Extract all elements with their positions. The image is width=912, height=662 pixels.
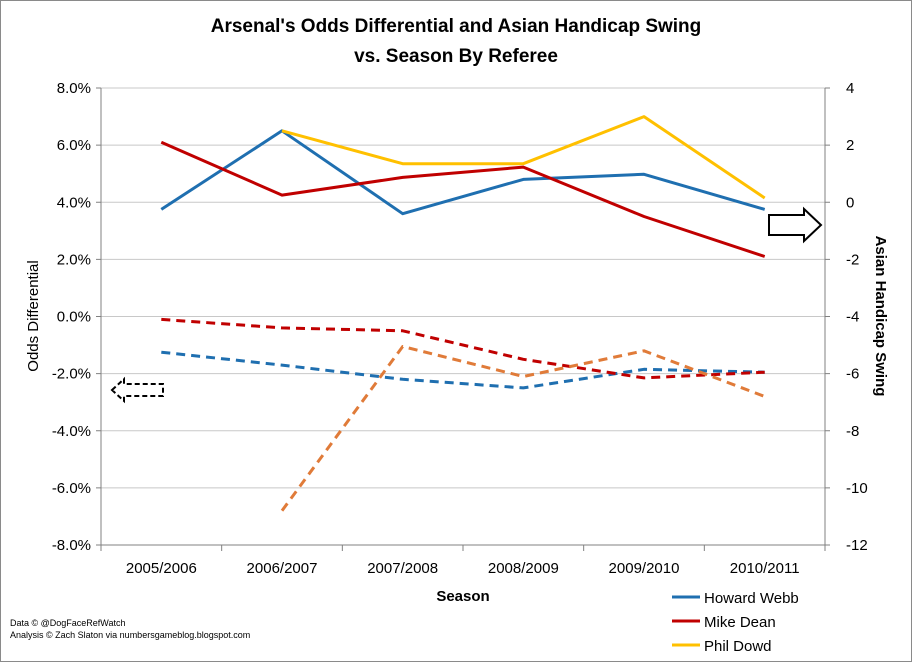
left-tick-label: 4.0% [57,194,91,211]
right-tick-label: -8 [846,423,859,440]
right-tick-label: -6 [846,366,859,383]
legend-label-phil-dowd: Phil Dowd [704,638,772,655]
x-tick-label: 2007/2008 [367,560,438,577]
series-line-3 [161,350,765,390]
series-line-0 [160,129,766,216]
left-tick-label: 0.0% [57,309,91,326]
series-line-4 [161,317,765,380]
legend-label-howard-webb: Howard Webb [704,590,799,607]
x-tick-label: 2009/2010 [609,560,680,577]
series-line-5 [280,345,766,512]
left-axis-label: Odds Differential [25,260,42,371]
series-line-2 [281,115,766,200]
x-tick-label: 2008/2009 [488,560,559,577]
chart-title: Arsenal's Odds Differential and Asian Ha… [211,16,702,37]
left-tick-label: 6.0% [57,137,91,154]
series-lines [160,115,766,512]
axes: 8.0% 6.0% 4.0% 2.0% 0.0% -2.0% -4.0% -6.0% -8.0%… [52,80,868,577]
credit-data: Data © @DogFaceRefWatch [10,618,125,628]
legend-label-mike-dean: Mike Dean [704,614,776,631]
right-axis-arrow-icon [768,206,823,244]
right-tick-label: -12 [846,537,868,554]
chart-subtitle: vs. Season By Referee [354,46,558,67]
x-tick-label: 2010/2011 [730,560,800,577]
right-tick-label: -10 [846,480,868,497]
x-tick-label: 2005/2006 [126,560,197,577]
left-tick-label: -2.0% [52,366,91,383]
right-tick-label: -4 [846,309,859,326]
left-axis-arrow-icon [110,376,164,404]
credit-analysis: Analysis © Zach Slaton via numbersgamebl… [10,630,250,640]
series-line-1 [160,140,766,258]
legend: Howard Webb Mike Dean Phil Dowd [672,590,799,655]
left-tick-label: -8.0% [52,537,91,554]
left-tick-label: 2.0% [57,251,91,268]
right-tick-label: -2 [846,251,859,268]
right-tick-label: 2 [846,137,854,154]
left-tick-label: 8.0% [57,80,91,97]
left-tick-label: -6.0% [52,480,91,497]
x-tick-label: 2006/2007 [247,560,318,577]
x-axis-label: Season [436,588,489,605]
right-axis-label: Asian Handicap Swing [872,236,889,397]
right-tick-label: 0 [846,194,854,211]
right-tick-label: 4 [846,80,854,97]
left-tick-label: -4.0% [52,423,91,440]
